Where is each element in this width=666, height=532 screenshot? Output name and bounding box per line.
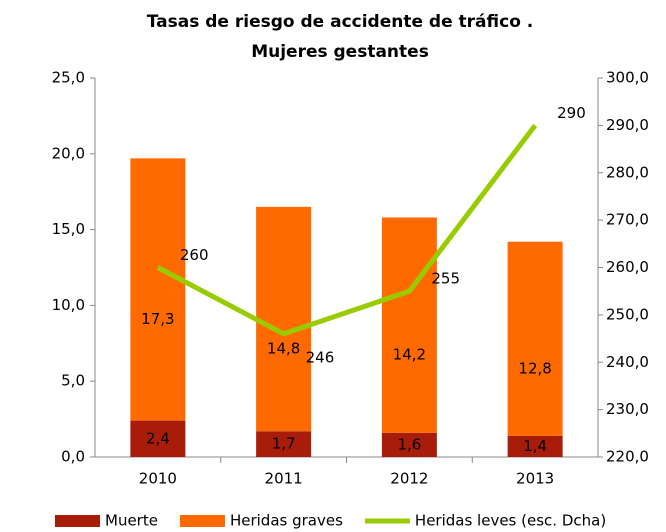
y2-tick-label: 230,0 [606, 400, 649, 418]
data-label: 1,4 [523, 437, 547, 455]
data-label: 14,8 [267, 340, 300, 358]
bar [507, 241, 563, 436]
data-label: 1,6 [397, 435, 421, 453]
x-tick-label: 2012 [390, 470, 428, 488]
y-tick-label: 20,0 [52, 144, 85, 162]
bar [130, 158, 186, 421]
data-label: 255 [431, 270, 460, 288]
y2-tick-label: 280,0 [606, 163, 649, 181]
bar [507, 435, 563, 457]
y2-tick-label: 240,0 [606, 353, 649, 371]
y2-tick-label: 250,0 [606, 305, 649, 323]
legend-label: Heridas graves [230, 512, 343, 530]
bar [381, 432, 437, 457]
data-label: 14,2 [393, 346, 426, 364]
legend-label: Muerte [105, 512, 158, 530]
bar [256, 431, 312, 457]
legend-swatch [179, 515, 225, 527]
y2-tick-label: 270,0 [606, 211, 649, 229]
bar [130, 420, 186, 457]
y-tick-label: 0,0 [61, 448, 85, 466]
y2-tick-label: 300,0 [606, 69, 649, 87]
x-tick-label: 2011 [265, 470, 303, 488]
data-label: 290 [557, 104, 586, 122]
bar [256, 206, 312, 432]
data-label: 260 [180, 246, 209, 264]
data-label: 12,8 [518, 359, 551, 377]
chart-title: Mujeres gestantes [251, 42, 429, 62]
bar [381, 217, 437, 433]
legend-label: Heridas leves (esc. Dcha) [415, 512, 606, 530]
y-tick-label: 15,0 [52, 220, 85, 238]
line [156, 123, 538, 337]
x-tick-label: 2010 [139, 470, 177, 488]
y-tick-label: 25,0 [52, 69, 85, 87]
y-tick-label: 10,0 [52, 296, 85, 314]
chart-title: Tasas de riesgo de accidente de tráfico … [147, 12, 534, 32]
y2-tick-label: 290,0 [606, 116, 649, 134]
data-label: 2,4 [146, 429, 170, 447]
data-label: 1,7 [272, 435, 296, 453]
data-label: 17,3 [141, 310, 174, 328]
data-label: 246 [306, 348, 335, 366]
x-tick-label: 2013 [516, 470, 554, 488]
y2-tick-label: 220,0 [606, 448, 649, 466]
legend-swatch [55, 515, 100, 527]
y-tick-label: 5,0 [61, 372, 85, 390]
y2-tick-label: 260,0 [606, 258, 649, 276]
